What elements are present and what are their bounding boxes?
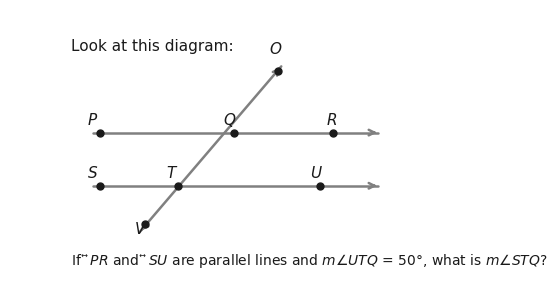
Text: P: P — [88, 113, 97, 127]
Text: V: V — [134, 222, 145, 237]
Text: Look at this diagram:: Look at this diagram: — [71, 39, 234, 54]
Text: R: R — [326, 113, 337, 127]
Text: U: U — [310, 166, 321, 181]
Text: T: T — [166, 166, 176, 181]
Text: S: S — [88, 166, 97, 181]
Text: Q: Q — [224, 113, 236, 127]
Text: O: O — [270, 42, 281, 57]
Text: If $\overleftrightarrow{\mathit{PR}}$ and $\overleftrightarrow{\mathit{SU}}$ are: If $\overleftrightarrow{\mathit{PR}}$ an… — [71, 252, 548, 270]
